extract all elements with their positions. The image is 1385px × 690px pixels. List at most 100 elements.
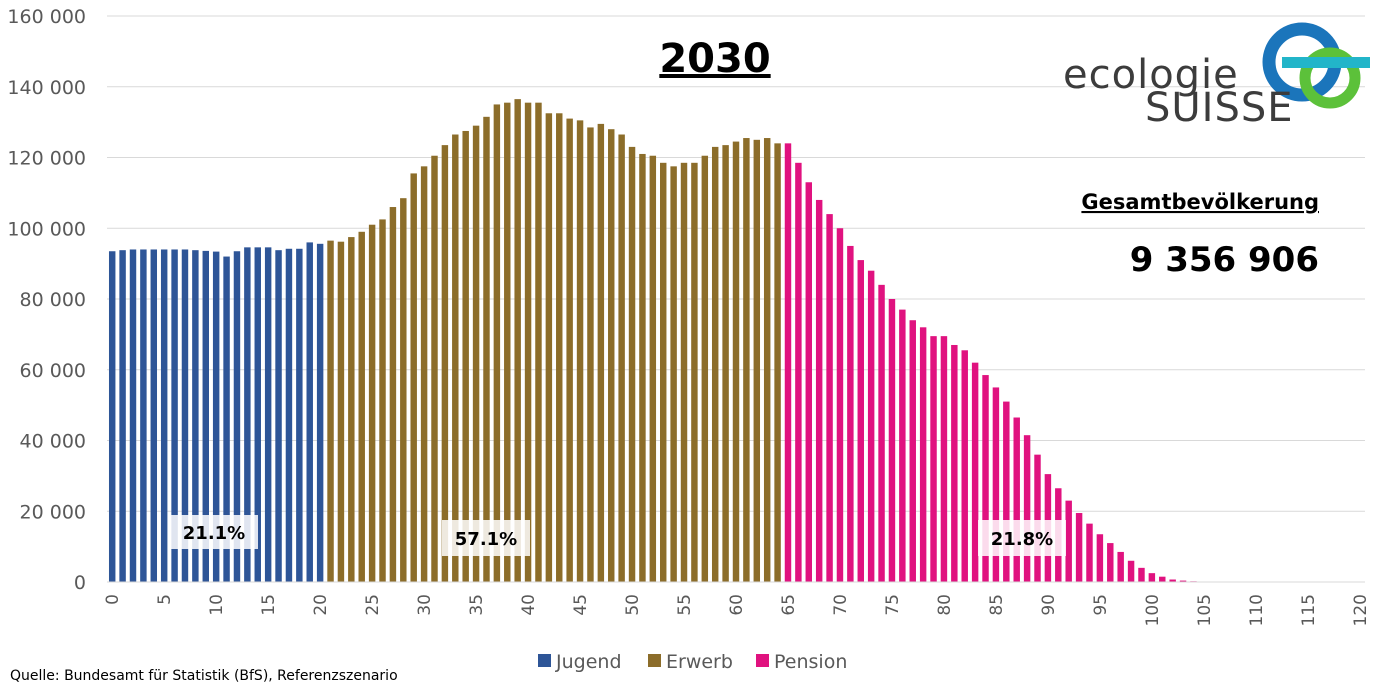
bar-pension-age-82 — [961, 350, 968, 582]
x-tick-label: 65 — [779, 594, 799, 616]
bar-pension-age-96 — [1107, 543, 1114, 582]
bar-pension-age-95 — [1096, 534, 1104, 582]
bar-pension-age-100 — [1148, 573, 1156, 582]
bar-jugend-age-6 — [171, 249, 178, 582]
bar-pension-age-97 — [1117, 551, 1124, 582]
x-tick-label: 95 — [1091, 594, 1111, 616]
bar-pension-age-75 — [888, 299, 896, 582]
bar-erwerb-age-44 — [566, 118, 573, 582]
bar-pension-age-71 — [847, 245, 854, 582]
bar-pension-age-72 — [857, 260, 864, 582]
bar-erwerb-age-52 — [649, 155, 657, 583]
bar-pension-age-102 — [1169, 579, 1176, 582]
bar-jugend-age-0 — [108, 251, 116, 583]
chart-title: 2030 — [659, 36, 770, 82]
bar-jugend-age-12 — [233, 251, 241, 583]
legend: Jugend Erwerb Pension — [538, 651, 847, 673]
bar-pension-age-87 — [1013, 417, 1020, 582]
x-tick-label: 15 — [259, 594, 279, 616]
svg-text:Jugend: Jugend — [555, 651, 622, 673]
legend-item-pension: Pension — [756, 651, 847, 673]
bar-pension-age-85 — [992, 387, 1000, 582]
x-tick-label: 40 — [519, 594, 539, 616]
bar-erwerb-age-27 — [389, 207, 397, 582]
total-population-label: Gesamtbevölkerung — [1081, 190, 1319, 214]
bar-pension-age-84 — [982, 375, 989, 582]
x-tick-label: 105 — [1195, 594, 1215, 626]
bar-erwerb-age-22 — [337, 241, 345, 582]
x-tick-label: 45 — [571, 594, 591, 616]
bar-erwerb-age-56 — [691, 162, 698, 582]
bar-erwerb-age-64 — [774, 143, 781, 582]
bar-pension-age-77 — [909, 320, 916, 582]
bar-erwerb-age-38 — [504, 102, 511, 583]
bar-erwerb-age-48 — [608, 129, 615, 582]
y-tick-label: 100 000 — [7, 218, 86, 240]
x-tick-label: 90 — [1039, 594, 1059, 616]
x-axis-ticks: 0 5 10 15 20 25 30 35 40 45 50 55 60 65 70 75 80 85 90 95 10… — [103, 594, 1371, 626]
bar-erwerb-age-47 — [597, 123, 605, 582]
bar-erwerb-age-26 — [379, 219, 386, 582]
legend-swatch-pension — [756, 654, 769, 667]
x-tick-label: 85 — [987, 594, 1007, 616]
source-note: Quelle: Bundesamt für Statistik (BfS), R… — [10, 668, 398, 684]
x-tick-label: 60 — [727, 594, 747, 616]
svg-text:21.1%: 21.1% — [183, 523, 245, 544]
total-population-value: 9 356 906 — [1130, 240, 1319, 280]
bar-pension-age-65 — [784, 143, 792, 582]
bar-pension-age-66 — [795, 162, 802, 582]
x-tick-label: 35 — [467, 594, 487, 616]
bar-erwerb-age-21 — [327, 240, 334, 582]
bar-erwerb-age-24 — [358, 231, 365, 583]
svg-text:21.8%: 21.8% — [991, 529, 1053, 550]
bar-erwerb-age-30 — [420, 166, 428, 582]
bar-erwerb-age-25 — [368, 224, 376, 582]
percentage-label-jugend: 21.1% — [170, 515, 258, 549]
x-tick-label: 80 — [935, 594, 955, 616]
percentage-label-pension: 21.8% — [978, 520, 1066, 556]
bar-jugend-age-14 — [254, 247, 261, 582]
ecologie-suisse-logo: ecologie SUISSE — [1063, 22, 1370, 131]
bar-erwerb-age-34 — [462, 130, 469, 582]
svg-text:57.1%: 57.1% — [455, 529, 517, 550]
bar-jugend-age-4 — [150, 249, 158, 582]
bar-erwerb-age-36 — [483, 116, 490, 582]
bar-erwerb-age-61 — [743, 138, 750, 583]
bar-jugend-age-18 — [296, 248, 303, 582]
bar-jugend-age-15 — [264, 247, 272, 582]
bar-pension-age-89 — [1034, 454, 1041, 582]
bar-erwerb-age-32 — [441, 145, 449, 582]
bar-jugend-age-1 — [119, 250, 126, 582]
y-tick-label: 0 — [74, 572, 86, 594]
bar-erwerb-age-53 — [660, 162, 667, 582]
y-tick-label: 40 000 — [20, 431, 86, 453]
bar-erwerb-age-23 — [348, 237, 355, 582]
legend-item-jugend: Jugend — [538, 651, 622, 673]
svg-text:Erwerb: Erwerb — [666, 651, 733, 673]
x-tick-label: 120 — [1351, 594, 1371, 626]
bar-jugend-age-2 — [129, 249, 137, 582]
bar-erwerb-age-29 — [410, 173, 417, 583]
legend-swatch-jugend — [538, 654, 551, 667]
bar-erwerb-age-35 — [472, 125, 480, 582]
bar-pension-age-88 — [1023, 435, 1031, 582]
bar-erwerb-age-33 — [452, 134, 459, 582]
logo-text-line1: ecologie — [1063, 52, 1239, 98]
y-tick-label: 80 000 — [20, 289, 86, 311]
x-tick-label: 30 — [415, 594, 435, 616]
bar-jugend-age-8 — [192, 250, 199, 582]
bar-pension-age-78 — [919, 327, 927, 582]
bar-pension-age-69 — [826, 214, 833, 582]
logo-text-line2: SUISSE — [1145, 85, 1294, 131]
bar-pension-age-73 — [867, 270, 875, 582]
y-tick-label: 20 000 — [20, 501, 86, 523]
x-tick-label: 55 — [675, 594, 695, 616]
bar-erwerb-age-57 — [701, 155, 709, 583]
bar-jugend-age-5 — [160, 249, 168, 582]
bar-pension-age-98 — [1127, 560, 1135, 582]
bar-jugend-age-19 — [306, 242, 313, 582]
bar-pension-age-92 — [1065, 500, 1072, 582]
bar-erwerb-age-37 — [493, 104, 501, 582]
x-tick-label: 25 — [363, 594, 383, 616]
x-tick-label: 20 — [311, 594, 331, 616]
